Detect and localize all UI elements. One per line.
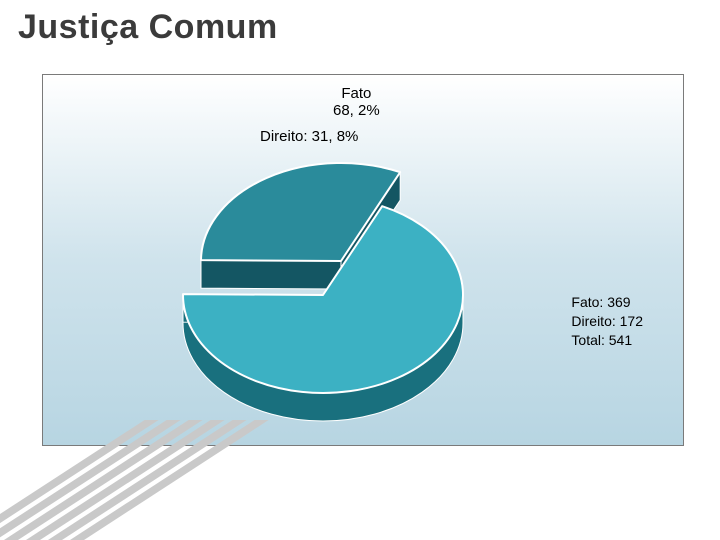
pie-svg	[173, 150, 513, 446]
chart-panel: Fato 68, 2% Direito: 31, 8% Fato: 369 Di…	[42, 74, 684, 446]
slice-label-fato-line1: Fato	[341, 85, 371, 102]
pie-chart	[173, 150, 473, 446]
slice-label-direito: Direito: 31, 8%	[260, 128, 358, 145]
page-title: Justiça Comum	[18, 8, 278, 47]
slide: Justiça Comum Fato 68, 2% Direito: 31, 8…	[0, 0, 720, 540]
stats-fato: Fato: 369	[571, 293, 643, 312]
slice-label-fato: Fato 68, 2%	[333, 85, 380, 120]
stats-box: Fato: 369 Direito: 172 Total: 541	[571, 293, 643, 350]
slice-label-fato-line2: 68, 2%	[333, 102, 380, 119]
stats-total: Total: 541	[571, 331, 643, 350]
stats-direito: Direito: 172	[571, 312, 643, 331]
